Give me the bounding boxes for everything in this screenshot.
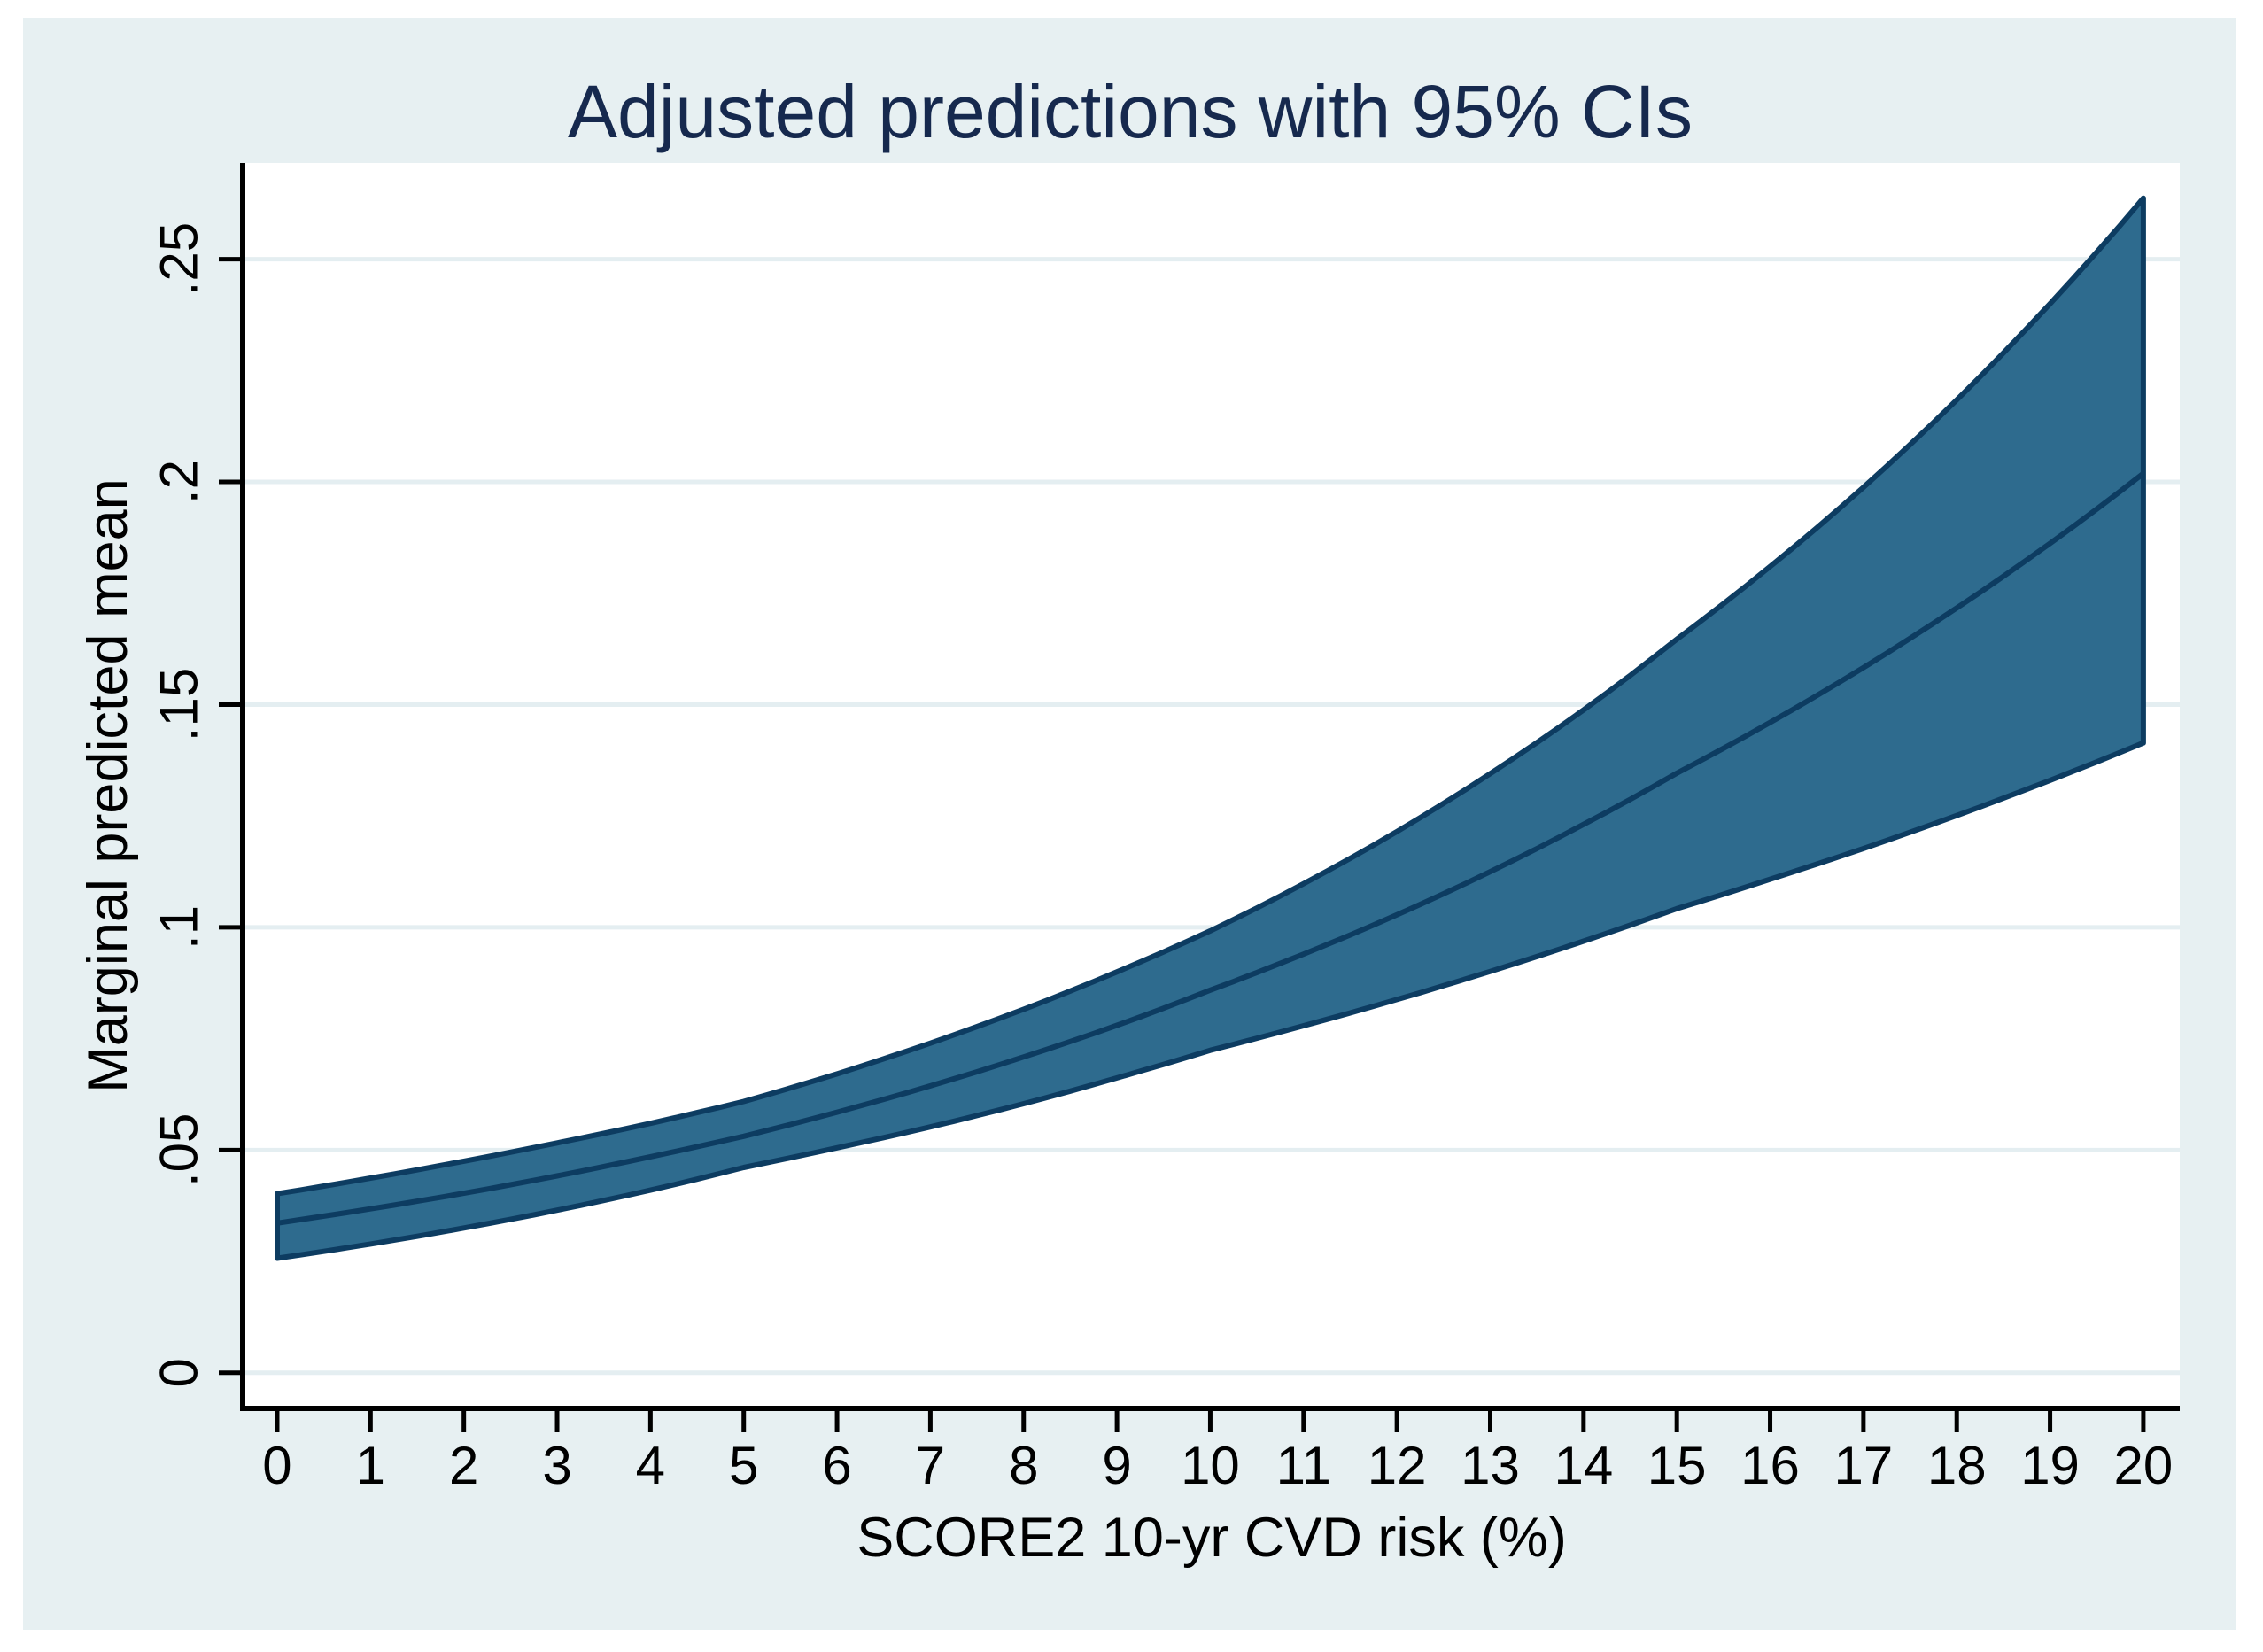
x-tick-label: 16 bbox=[1740, 1436, 1800, 1495]
y-tick-label: 0 bbox=[150, 1358, 209, 1387]
y-axis-ticks: 0 .05 .1 .15 .2 .25 bbox=[150, 222, 243, 1387]
x-tick-label: 0 bbox=[262, 1436, 291, 1495]
x-tick-label: 17 bbox=[1833, 1436, 1893, 1495]
x-tick-label: 13 bbox=[1461, 1436, 1520, 1495]
x-tick-label: 20 bbox=[2114, 1436, 2174, 1495]
x-axis-ticks: 0 1 2 3 4 5 6 7 8 9 10 11 12 13 14 15 16 17 18 19 20 bbox=[262, 1408, 2173, 1495]
chart-title: Adjusted predictions with 95% CIs bbox=[568, 70, 1693, 153]
x-tick-label: 5 bbox=[729, 1436, 758, 1495]
x-tick-label: 19 bbox=[2020, 1436, 2080, 1495]
x-tick-label: 1 bbox=[356, 1436, 385, 1495]
x-tick-label: 12 bbox=[1368, 1436, 1427, 1495]
y-tick-label: .1 bbox=[150, 905, 209, 950]
x-tick-label: 4 bbox=[636, 1436, 665, 1495]
y-tick-label: .15 bbox=[150, 668, 209, 741]
confidence-band-group bbox=[275, 195, 2146, 1261]
x-tick-label: 14 bbox=[1554, 1436, 1613, 1495]
x-tick-label: 8 bbox=[1009, 1436, 1038, 1495]
x-tick-label: 3 bbox=[542, 1436, 571, 1495]
y-axis-title: Marginal predicted mean bbox=[77, 478, 139, 1092]
mean-prediction-line bbox=[276, 471, 2145, 1226]
y-tick-label: .05 bbox=[150, 1113, 209, 1187]
x-axis-title: SCORE2 10-yr CVD risk (%) bbox=[856, 1507, 1567, 1569]
x-tick-label: 9 bbox=[1102, 1436, 1131, 1495]
y-tick-label: .2 bbox=[150, 460, 209, 504]
x-tick-label: 11 bbox=[1276, 1436, 1331, 1495]
x-tick-label: 6 bbox=[822, 1436, 851, 1495]
y-tick-label: .25 bbox=[150, 222, 209, 296]
x-tick-label: 18 bbox=[1927, 1436, 1987, 1495]
confidence-band bbox=[275, 195, 2146, 1261]
x-tick-label: 2 bbox=[449, 1436, 478, 1495]
x-tick-label: 7 bbox=[916, 1436, 945, 1495]
x-tick-label: 15 bbox=[1647, 1436, 1707, 1495]
x-tick-label: 10 bbox=[1181, 1436, 1240, 1495]
